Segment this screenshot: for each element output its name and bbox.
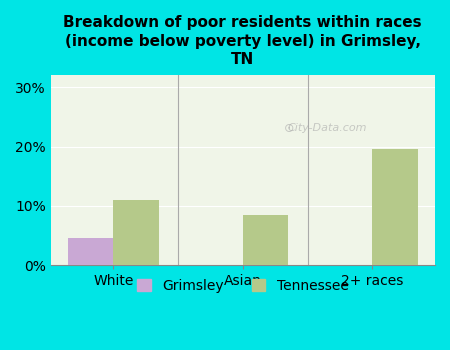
Bar <box>243 215 288 265</box>
Bar <box>372 149 418 265</box>
Title: Breakdown of poor residents within races
(income below poverty level) in Grimsle: Breakdown of poor residents within races… <box>63 15 422 67</box>
Legend: Grimsley, Tennessee: Grimsley, Tennessee <box>130 272 356 300</box>
Bar <box>113 200 159 265</box>
Text: City-Data.com: City-Data.com <box>288 124 367 133</box>
Text: ⊙: ⊙ <box>284 122 294 135</box>
Bar <box>68 238 113 265</box>
